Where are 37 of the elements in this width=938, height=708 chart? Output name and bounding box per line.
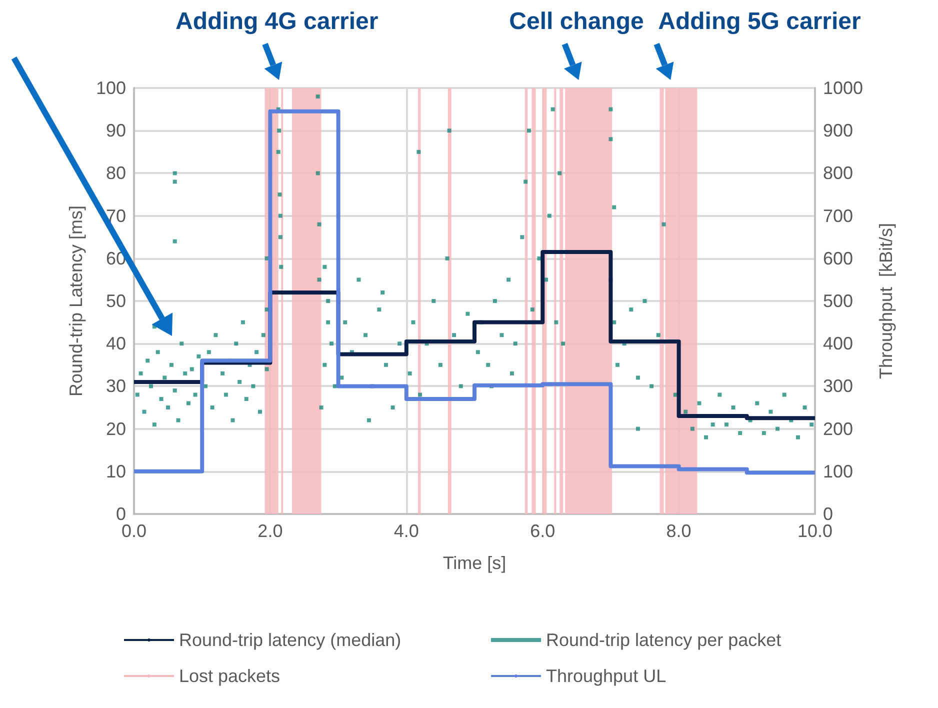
y2-axis-title: Throughput [kBit/s] bbox=[876, 222, 896, 380]
annotation: Adding 5G carrier bbox=[658, 8, 861, 36]
x-tick-label: 8.0 bbox=[666, 521, 692, 541]
y2-tick-label: 1000 bbox=[823, 78, 864, 98]
legend-label: Lost packets bbox=[179, 666, 280, 686]
y2-tick-label: 700 bbox=[823, 206, 854, 226]
y-tick-label: 10 bbox=[106, 461, 126, 482]
y2-tick-label: 300 bbox=[823, 376, 854, 396]
legend-label: Throughput UL bbox=[546, 666, 666, 686]
y-tick-label: 0 bbox=[116, 504, 126, 524]
y-tick-label: 40 bbox=[106, 334, 126, 354]
legend-label: Round-trip latency per packet bbox=[546, 630, 782, 650]
x-tick-label: 10.0 bbox=[797, 521, 833, 541]
y2-tick-label: 0 bbox=[823, 504, 834, 524]
y-tick-label: 70 bbox=[106, 206, 126, 226]
y-tick-label: 20 bbox=[106, 418, 126, 439]
legend-label: Round-trip latency (median) bbox=[179, 630, 402, 650]
y2-tick-label: 100 bbox=[823, 461, 854, 482]
y2-tick-label: 400 bbox=[823, 334, 854, 354]
y2-tick-label: 900 bbox=[823, 120, 854, 141]
y-tick-label: 80 bbox=[106, 163, 126, 184]
x-tick-label: 6.0 bbox=[530, 521, 556, 541]
y-tick-label: 100 bbox=[96, 78, 126, 98]
y2-tick-label: 600 bbox=[823, 248, 854, 268]
x-tick-label: 0.0 bbox=[121, 521, 147, 541]
y-tick-label: 90 bbox=[106, 120, 126, 141]
y-tick-label: 50 bbox=[106, 291, 126, 311]
x-tick-label: 2.0 bbox=[258, 521, 283, 541]
annotation: Adding 4G carrier bbox=[176, 8, 378, 36]
x-tick-label: 4.0 bbox=[394, 521, 419, 541]
y2-tick-label: 200 bbox=[823, 418, 854, 439]
y-tick-label: 30 bbox=[106, 376, 126, 396]
x-axis-title: Time [s] bbox=[442, 553, 506, 573]
annotation: Cell change bbox=[509, 8, 644, 36]
y-axis-title: Round-trip Latency [ms] bbox=[66, 205, 86, 397]
y2-tick-label: 800 bbox=[823, 163, 854, 184]
y2-tick-label: 500 bbox=[823, 291, 854, 311]
